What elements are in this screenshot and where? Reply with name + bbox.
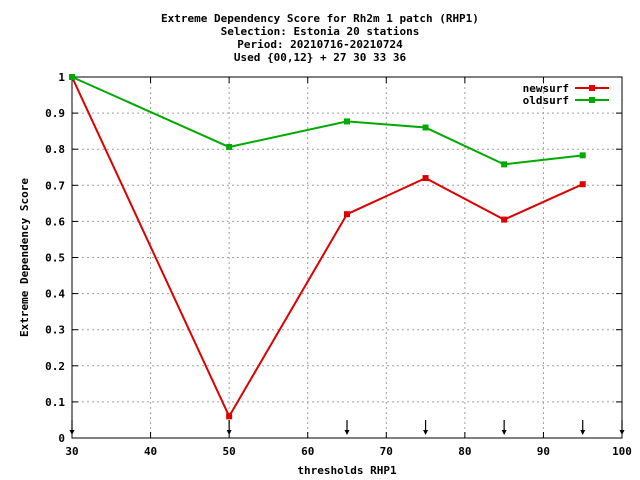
series-point-oldsurf-5 <box>579 152 586 159</box>
title-line-1: Extreme Dependency Score for Rh2m 1 patc… <box>161 12 479 25</box>
threshold-arrow-head-5 <box>580 430 586 435</box>
grid <box>72 77 622 438</box>
x-tick-label-7: 100 <box>612 445 632 458</box>
y-tick-label-0: 0 <box>58 432 65 445</box>
y-tick-label-7: 0.7 <box>45 179 65 192</box>
series-point-newsurf-4 <box>501 216 508 223</box>
y-tick-label-10: 1 <box>58 71 65 84</box>
series-point-newsurf-3 <box>422 175 429 182</box>
axis-ticks: 0 0.1 0.2 0.3 0.4 0.5 0.6 0.7 0.8 0.9 1 30 40 50 60 70 8… <box>45 71 632 458</box>
x-tick-label-5: 80 <box>458 445 471 458</box>
series-lines <box>69 74 586 420</box>
threshold-arrow-head-2 <box>344 430 350 435</box>
series-point-newsurf-5 <box>579 181 586 188</box>
threshold-arrow-5 <box>580 420 586 435</box>
y-tick-label-9: 0.9 <box>45 107 65 120</box>
title-line-4: Used {00,12} + 27 30 33 36 <box>234 51 407 64</box>
series-point-oldsurf-4 <box>501 161 508 168</box>
legend-marker-newsurf <box>589 85 595 91</box>
threshold-arrow-head-0 <box>69 430 75 435</box>
legend-label-oldsurf: oldsurf <box>523 94 569 107</box>
x-tick-label-1: 40 <box>144 445 157 458</box>
x-tick-label-0: 30 <box>65 445 78 458</box>
legend-marker-oldsurf <box>589 97 595 103</box>
title-line-3: Period: 20210716-20210724 <box>237 38 403 51</box>
threshold-arrows <box>69 420 625 435</box>
series-line-newsurf <box>71 76 584 419</box>
x-tick-label-3: 60 <box>301 445 314 458</box>
x-tick-label-2: 50 <box>223 445 236 458</box>
threshold-arrow-0 <box>69 420 75 435</box>
y-tick-label-4: 0.4 <box>45 288 65 301</box>
threshold-arrow-3 <box>423 420 429 435</box>
title-line-2: Selection: Estonia 20 stations <box>221 25 420 38</box>
y-axis-label: Extreme Dependency Score <box>18 178 31 337</box>
legend-label-newsurf: newsurf <box>523 82 569 95</box>
threshold-arrow-head-1 <box>226 430 232 435</box>
series-line-oldsurf <box>71 76 583 166</box>
threshold-arrow-head-3 <box>423 430 429 435</box>
series-point-newsurf-1 <box>226 413 233 420</box>
threshold-arrow-6 <box>619 420 625 435</box>
y-tick-label-3: 0.3 <box>45 324 65 337</box>
series-point-oldsurf-0 <box>69 74 75 80</box>
threshold-arrow-head-4 <box>501 430 507 435</box>
threshold-arrow-2 <box>344 420 350 435</box>
series-point-newsurf-2 <box>344 211 350 218</box>
y-tick-label-6: 0.6 <box>45 215 65 228</box>
threshold-arrow-head-6 <box>619 430 625 435</box>
y-tick-label-8: 0.8 <box>45 143 65 156</box>
y-tick-label-5: 0.5 <box>45 252 65 265</box>
y-tick-label-1: 0.1 <box>45 396 65 409</box>
threshold-arrow-1 <box>226 420 232 435</box>
series-point-oldsurf-3 <box>422 124 429 131</box>
y-tick-label-2: 0.2 <box>45 360 65 373</box>
x-tick-label-6: 90 <box>537 445 550 458</box>
chart-title: Extreme Dependency Score for Rh2m 1 patc… <box>161 12 479 64</box>
x-axis-label: thresholds RHP1 <box>297 464 397 477</box>
series-point-oldsurf-2 <box>344 118 350 125</box>
x-tick-label-4: 70 <box>380 445 393 458</box>
threshold-arrow-4 <box>501 420 507 435</box>
series-point-oldsurf-1 <box>226 144 233 151</box>
